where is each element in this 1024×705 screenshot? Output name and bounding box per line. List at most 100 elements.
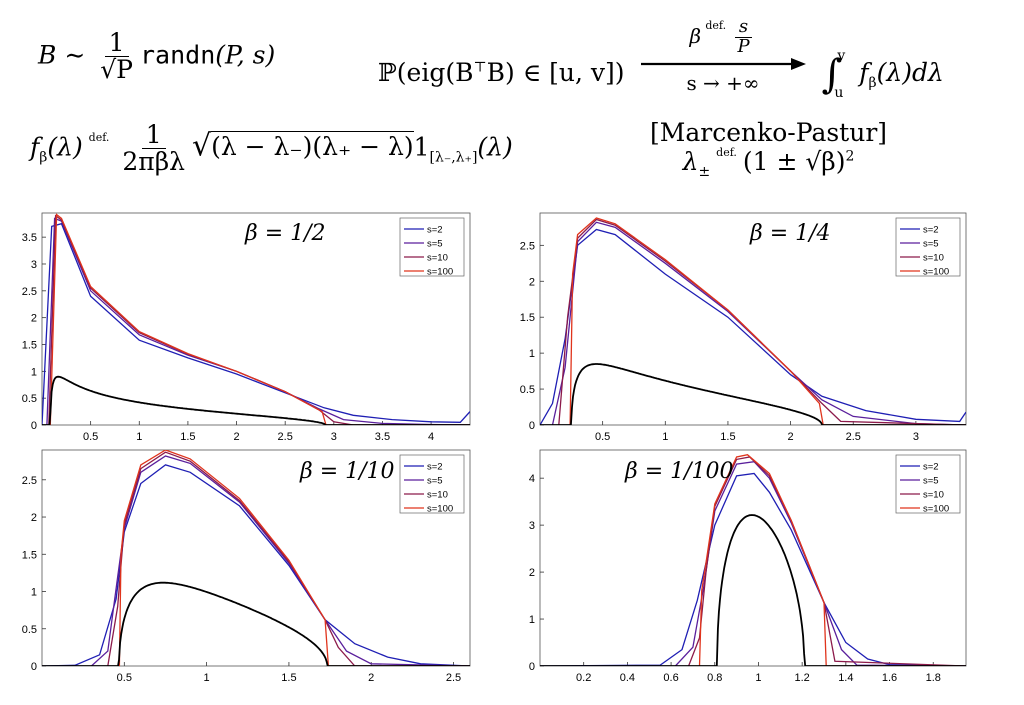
y-tick-label: 1.5 xyxy=(22,549,37,561)
x-tick-label: 2.5 xyxy=(278,431,293,443)
x-tick-label: 1 xyxy=(662,431,668,443)
chart-title: β = 1/100 xyxy=(624,459,734,484)
y-tick-label: 0 xyxy=(31,661,37,673)
y-tick-label: 4 xyxy=(529,473,535,485)
y-tick-label: 0 xyxy=(529,661,535,673)
x-tick-label: 1.4 xyxy=(838,672,853,684)
x-tick-label: 3 xyxy=(913,431,919,443)
y-tick-label: 0 xyxy=(529,420,535,432)
y-tick-label: 1 xyxy=(529,614,535,626)
legend-label: s=2 xyxy=(923,225,939,236)
x-tick-label: 3 xyxy=(331,431,337,443)
legend-label: s=2 xyxy=(427,225,443,236)
plot-area xyxy=(539,212,967,426)
formula-prob-eig: ℙ(eig(B⊤B) ∈ [u, v]) xyxy=(378,57,625,87)
y-tick-label: 2.5 xyxy=(22,475,37,487)
chart-title: β = 1/2 xyxy=(244,221,326,246)
legend-label: s=5 xyxy=(923,476,939,487)
formula-randn-args: (P, s) xyxy=(215,40,276,70)
legend-label: s=10 xyxy=(427,253,448,264)
theoretical-mp-curve xyxy=(42,375,470,425)
y-tick-label: 3.5 xyxy=(22,232,37,244)
series-line-s=5 xyxy=(551,221,966,425)
chart-title: β = 1/10 xyxy=(299,459,395,484)
series-line-s=2 xyxy=(42,464,470,666)
series-line-s=2 xyxy=(540,472,966,666)
x-tick-label: 3.5 xyxy=(375,431,390,443)
chart-beta-quarter: 0.5 1 1.5 2 2.5 3 0 0.5 1 1.5 2 2.5 β = 1/4 s=2 s=5 s=1… xyxy=(520,212,967,443)
x-tick-label: 1.5 xyxy=(180,431,195,443)
y-tick-label: 0.5 xyxy=(520,384,535,396)
x-tick-label: 1 xyxy=(755,672,761,684)
x-tick-label: 1 xyxy=(136,431,142,443)
x-tick-label: 2.5 xyxy=(446,672,461,684)
plot-area xyxy=(539,449,967,667)
legend-box xyxy=(895,454,961,514)
y-tick-label: 2 xyxy=(529,567,535,579)
x-tick-label: 2.5 xyxy=(846,431,861,443)
x-tick-label: 2 xyxy=(368,672,374,684)
theoretical-mp-curve xyxy=(42,581,470,666)
formula-marcenko-pastur: [Marcenko-Pastur] λ± def. (1 ± √β)2 xyxy=(650,118,888,180)
formula-b-lhs: B ∼ xyxy=(38,40,86,70)
series-line-s=100 xyxy=(569,217,966,425)
x-tick-label: 0.2 xyxy=(576,672,591,684)
x-tick-label: 1.2 xyxy=(795,672,810,684)
series-group xyxy=(42,213,470,425)
series-group xyxy=(540,217,966,425)
sqrt-sign: √ xyxy=(192,128,212,164)
series-group xyxy=(42,450,470,666)
y-tick-label: 2 xyxy=(529,276,535,288)
y-tick-label: 2 xyxy=(31,313,37,325)
fraction-one-over-sqrt-p: 1 √P xyxy=(100,28,133,85)
chart-title: β = 1/4 xyxy=(749,221,831,246)
legend-label: s=5 xyxy=(427,476,443,487)
x-tick-label: 0.5 xyxy=(595,431,610,443)
x-tick-label: 0.5 xyxy=(83,431,98,443)
right-arrow-icon xyxy=(640,57,806,70)
series-line-s=5 xyxy=(90,455,470,666)
legend-label: s=5 xyxy=(427,239,443,250)
y-tick-label: 0.5 xyxy=(22,393,37,405)
y-tick-label: 1 xyxy=(529,348,535,360)
x-tick-label: 0.5 xyxy=(117,672,132,684)
formula-randn: randn xyxy=(139,40,216,70)
theoretical-mp-curve xyxy=(540,363,966,425)
x-tick-label: 0.4 xyxy=(620,672,635,684)
x-tick-label: 4 xyxy=(428,431,434,443)
legend-label: s=100 xyxy=(427,504,453,515)
x-tick-label: 0.6 xyxy=(663,672,678,684)
theoretical-mp-curve xyxy=(540,514,966,666)
y-tick-label: 1 xyxy=(31,587,37,599)
legend-box xyxy=(399,454,465,514)
legend-box xyxy=(399,217,465,277)
y-tick-label: 1 xyxy=(31,366,37,378)
x-tick-label: 1.8 xyxy=(926,672,941,684)
formula-random-matrix: B ∼ 1 √P randn(P, s) xyxy=(38,28,276,85)
legend-label: s=100 xyxy=(923,504,949,515)
series-line-s=100 xyxy=(118,450,470,666)
x-tick-label: 1.5 xyxy=(720,431,735,443)
x-tick-label: 0.8 xyxy=(707,672,722,684)
legend-box xyxy=(895,217,961,277)
x-tick-label: 2 xyxy=(788,431,794,443)
series-line-s=2 xyxy=(42,222,470,425)
y-tick-label: 2.5 xyxy=(22,286,37,298)
y-tick-label: 1.5 xyxy=(520,312,535,324)
legend-label: s=100 xyxy=(923,267,949,278)
series-group xyxy=(540,453,966,666)
legend-label: s=2 xyxy=(427,462,443,473)
y-tick-label: 0.5 xyxy=(22,624,37,636)
series-line-s=100 xyxy=(698,453,966,666)
fraction-density-norm: 1 2πβλ xyxy=(122,120,185,177)
formula-integral: ∫uvfβ(λ)dλ xyxy=(821,47,944,101)
x-tick-label: 1.5 xyxy=(281,672,296,684)
legend-label: s=5 xyxy=(923,239,939,250)
x-tick-label: 2 xyxy=(233,431,239,443)
chart-beta-tenth: 0.5 1 1.5 2 2.5 0 0.5 1 1.5 2 2.5 β = 1/10 s=2 s=5 s=1… xyxy=(22,449,471,684)
legend-label: s=10 xyxy=(923,253,944,264)
formula-density: fβ(λ) def. 1 2πβλ √(λ − λ₋)(λ₊ − λ)1[λ₋,… xyxy=(30,120,513,177)
legend-label: s=2 xyxy=(923,462,939,473)
